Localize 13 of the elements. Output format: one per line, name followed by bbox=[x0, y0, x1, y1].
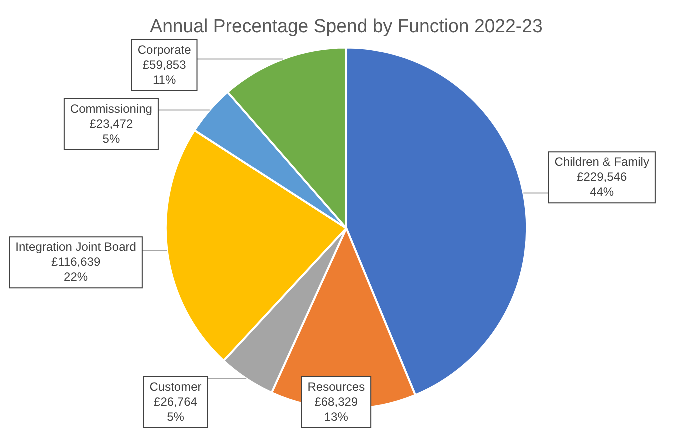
data-label: £116,639 22% bbox=[51, 254, 101, 284]
data-label: £59,853 11% bbox=[142, 58, 187, 87]
slice-label: Customer bbox=[150, 380, 202, 394]
data-label: £68,329 13% bbox=[314, 394, 358, 424]
slice-label: Corporate bbox=[138, 42, 192, 57]
slice-label: Children & Family bbox=[554, 154, 650, 169]
slice-label: Integration Joint Board bbox=[16, 240, 136, 254]
data-label: £26,764 5% bbox=[154, 394, 198, 424]
data-label: £229,546 44% bbox=[577, 170, 628, 199]
slice-label: Commissioning bbox=[70, 102, 152, 116]
slice-label: Resources bbox=[308, 380, 366, 394]
chart-title: Annual Precentage Spend by Function 2022-23 bbox=[150, 15, 543, 37]
data-label: £23,472 5% bbox=[90, 116, 134, 146]
